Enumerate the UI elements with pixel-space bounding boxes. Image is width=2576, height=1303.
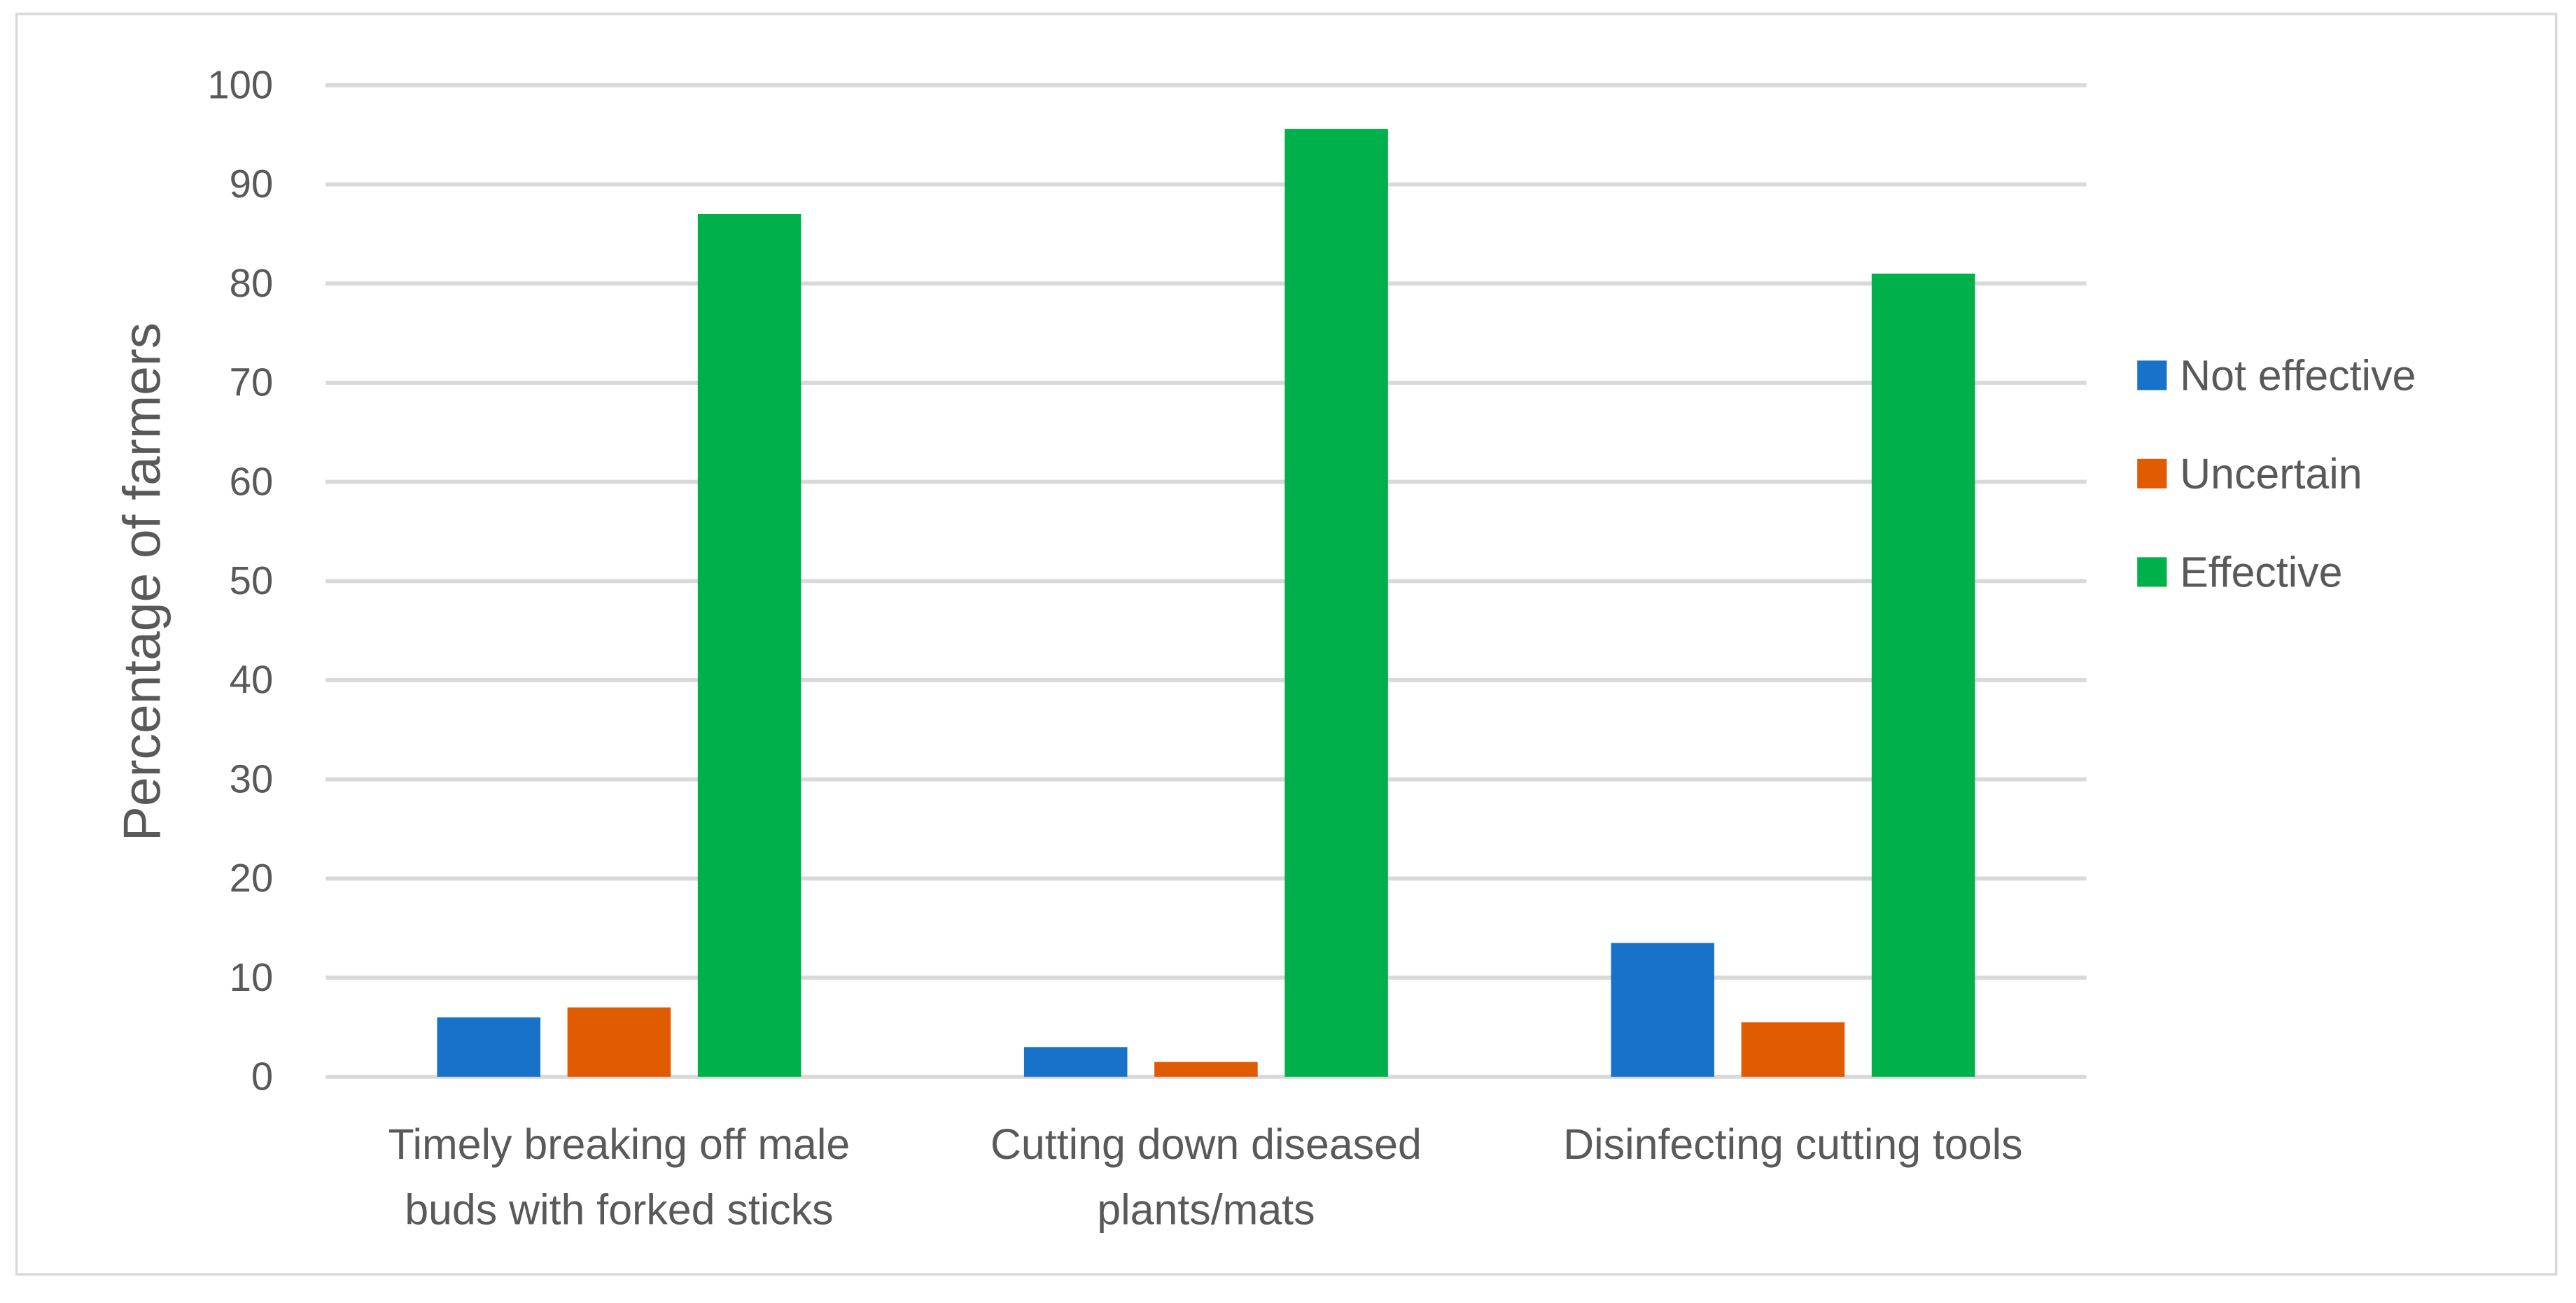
bar-not-effective: [1611, 943, 1714, 1077]
category-label: plants/mats: [1097, 1186, 1315, 1234]
y-axis-title: Percentage of farmers: [113, 323, 172, 841]
bar-uncertain: [1154, 1062, 1258, 1077]
y-tick-label: 30: [230, 756, 274, 801]
category-label: buds with forked sticks: [405, 1186, 833, 1234]
bar-uncertain: [1741, 1022, 1845, 1077]
legend-swatch: [2137, 458, 2167, 488]
bar-effective: [1871, 274, 1975, 1077]
category-label: Timely breaking off male: [388, 1120, 850, 1168]
bars: [437, 129, 1975, 1077]
bar-not-effective: [437, 1017, 540, 1077]
y-tick-label: 20: [230, 856, 274, 900]
category-label: Disinfecting cutting tools: [1563, 1120, 2022, 1168]
bar-effective: [697, 214, 802, 1077]
legend-label: Effective: [2180, 548, 2342, 596]
y-tick-label: 70: [230, 360, 274, 404]
y-tick-label: 80: [230, 261, 274, 305]
y-tick-label: 50: [230, 558, 274, 603]
legend-label: Uncertain: [2180, 450, 2362, 498]
bar-uncertain: [567, 1007, 671, 1077]
bar-effective: [1284, 129, 1388, 1077]
y-tick-label: 0: [251, 1055, 273, 1099]
y-tick-label: 90: [230, 162, 274, 206]
legend-label: Not effective: [2180, 351, 2416, 399]
legend-swatch: [2137, 360, 2167, 390]
category-labels: Timely breaking off male buds with forked…: [388, 1120, 2023, 1234]
y-tick-label: 100: [207, 63, 273, 107]
legend-swatch: [2137, 557, 2167, 587]
y-tick-labels: 0 10 20 30 40 50 60 70 80 90 100: [207, 63, 273, 1099]
bar-not-effective: [1023, 1047, 1128, 1077]
y-tick-label: 10: [230, 955, 274, 999]
y-tick-label: 60: [230, 459, 274, 503]
category-label: Cutting down diseased: [990, 1120, 1422, 1168]
legend: Not effective Uncertain Effective: [2137, 351, 2416, 596]
y-tick-label: 40: [230, 658, 274, 702]
